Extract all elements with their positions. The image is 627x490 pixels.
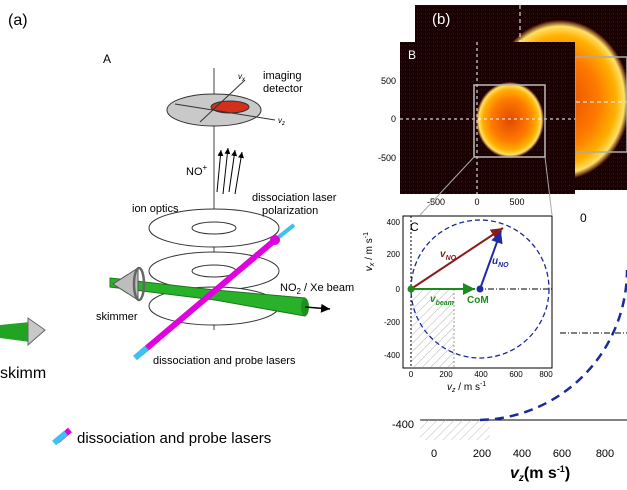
b-x-ticks: -500 0 500 xyxy=(427,197,525,207)
u-no-vector xyxy=(479,230,503,290)
bg-dashed-circle xyxy=(479,269,627,422)
bg-hatch xyxy=(420,420,490,440)
bg-laser-cyan xyxy=(52,430,68,446)
zoom-line-left xyxy=(419,156,475,216)
c-x-tick: 200 xyxy=(439,370,453,379)
v-beam-label: vbeam xyxy=(430,294,454,307)
c-y-tick: 200 xyxy=(387,250,401,259)
lasers-label: dissociation and probe lasers xyxy=(153,355,296,367)
vz-axis-label: vz xyxy=(278,116,285,127)
b-y-tick: 500 xyxy=(381,76,396,86)
c-x-axis-label: vz / m s-1 xyxy=(447,381,486,394)
ion-optic-hole-1 xyxy=(191,221,237,235)
c-y-tick: -200 xyxy=(384,318,401,327)
bg-x-tick: 0 xyxy=(431,448,437,460)
laser-beam-magenta xyxy=(139,237,277,356)
panel-c-letter: C xyxy=(410,220,419,234)
vx-axis-line xyxy=(199,79,246,123)
u-no-label: uNO xyxy=(492,256,509,269)
v-no-label: vNO xyxy=(440,249,457,262)
b-y-tick: -500 xyxy=(378,153,396,163)
panel-b-letter: B xyxy=(408,48,416,62)
panel-tag-a: (a) xyxy=(8,12,28,29)
c-y-tick: 0 xyxy=(396,285,401,294)
c-y-axis-label: vx / m s-1 xyxy=(363,232,376,271)
skimmer-rim xyxy=(132,266,146,302)
b-zoom-box xyxy=(473,84,546,158)
b-x-tick: 0 xyxy=(474,197,479,207)
bg-skimmer-cone xyxy=(27,317,46,347)
zoom-line-right xyxy=(544,156,553,216)
vz-axis-line xyxy=(174,103,276,121)
polarization-label: dissociation laser polarization xyxy=(252,192,337,217)
velocity-ring xyxy=(476,82,544,158)
com-label: CoM xyxy=(467,295,489,306)
ion-arrows xyxy=(216,147,244,195)
imaging-detector-label: imaging detector xyxy=(263,70,303,95)
bg-label-b: (b) xyxy=(432,11,450,28)
c-hatch-region xyxy=(411,289,454,367)
b-x-tick: -500 xyxy=(427,197,445,207)
bg-x-tick: 600 xyxy=(553,448,571,460)
laser-focus xyxy=(270,235,280,245)
v-no-vector xyxy=(410,227,504,290)
bg-x-tick: 800 xyxy=(596,448,614,460)
bg-partial-tick: 0 xyxy=(580,211,587,225)
c-x-tick: 800 xyxy=(539,370,553,379)
bg-x-ticks: 0 200 400 600 800 xyxy=(431,448,614,460)
skimmer-cone xyxy=(112,267,139,301)
c-y-tick: -400 xyxy=(384,351,401,360)
c-x-tick: 600 xyxy=(509,370,523,379)
panel-a-letter: A xyxy=(103,52,111,66)
c-x-tick: 0 xyxy=(409,370,414,379)
b-y-tick: 0 xyxy=(391,114,396,124)
b-x-tick: 500 xyxy=(509,197,524,207)
c-y-tick: 400 xyxy=(387,218,401,227)
bg-lasers-label: dissociation and probe lasers xyxy=(77,430,271,447)
skimmer-label: skimmer xyxy=(96,311,138,323)
bg-skimmer-text: skimm xyxy=(0,365,46,382)
c-x-tick: 400 xyxy=(474,370,488,379)
beam-arrow xyxy=(304,303,331,313)
bg-x-tick: 200 xyxy=(473,448,491,460)
c-x-ticks: 0 200 400 600 800 xyxy=(409,370,553,379)
origin-dot xyxy=(407,285,415,293)
panel-a: A vx vz imaging detector NO+ ion optics d… xyxy=(92,40,402,388)
bg-x-tick: 400 xyxy=(513,448,531,460)
com-dot xyxy=(476,285,484,293)
b-y-ticks: 500 0 -500 xyxy=(378,76,396,163)
bg-tick-y: -400 xyxy=(392,419,414,431)
beam-label: NO2 / Xe beam xyxy=(280,282,354,296)
bg-beam-fragment xyxy=(0,322,30,342)
c-y-ticks: 400 200 0 -200 -400 xyxy=(384,218,401,360)
ion-label: NO+ xyxy=(186,163,208,178)
ion-optics-label: ion optics xyxy=(132,203,179,215)
panel-c: C vNO uNO vbeam CoM 400 200 0 -200 -400 … xyxy=(363,215,553,394)
bg-x-axis-label: vz(m s-1) xyxy=(510,464,570,484)
vx-axis-label: vx xyxy=(238,72,246,83)
panel-b: B 500 0 -500 -500 0 500 xyxy=(378,42,575,216)
laser-beam-cyan-end xyxy=(133,345,149,361)
